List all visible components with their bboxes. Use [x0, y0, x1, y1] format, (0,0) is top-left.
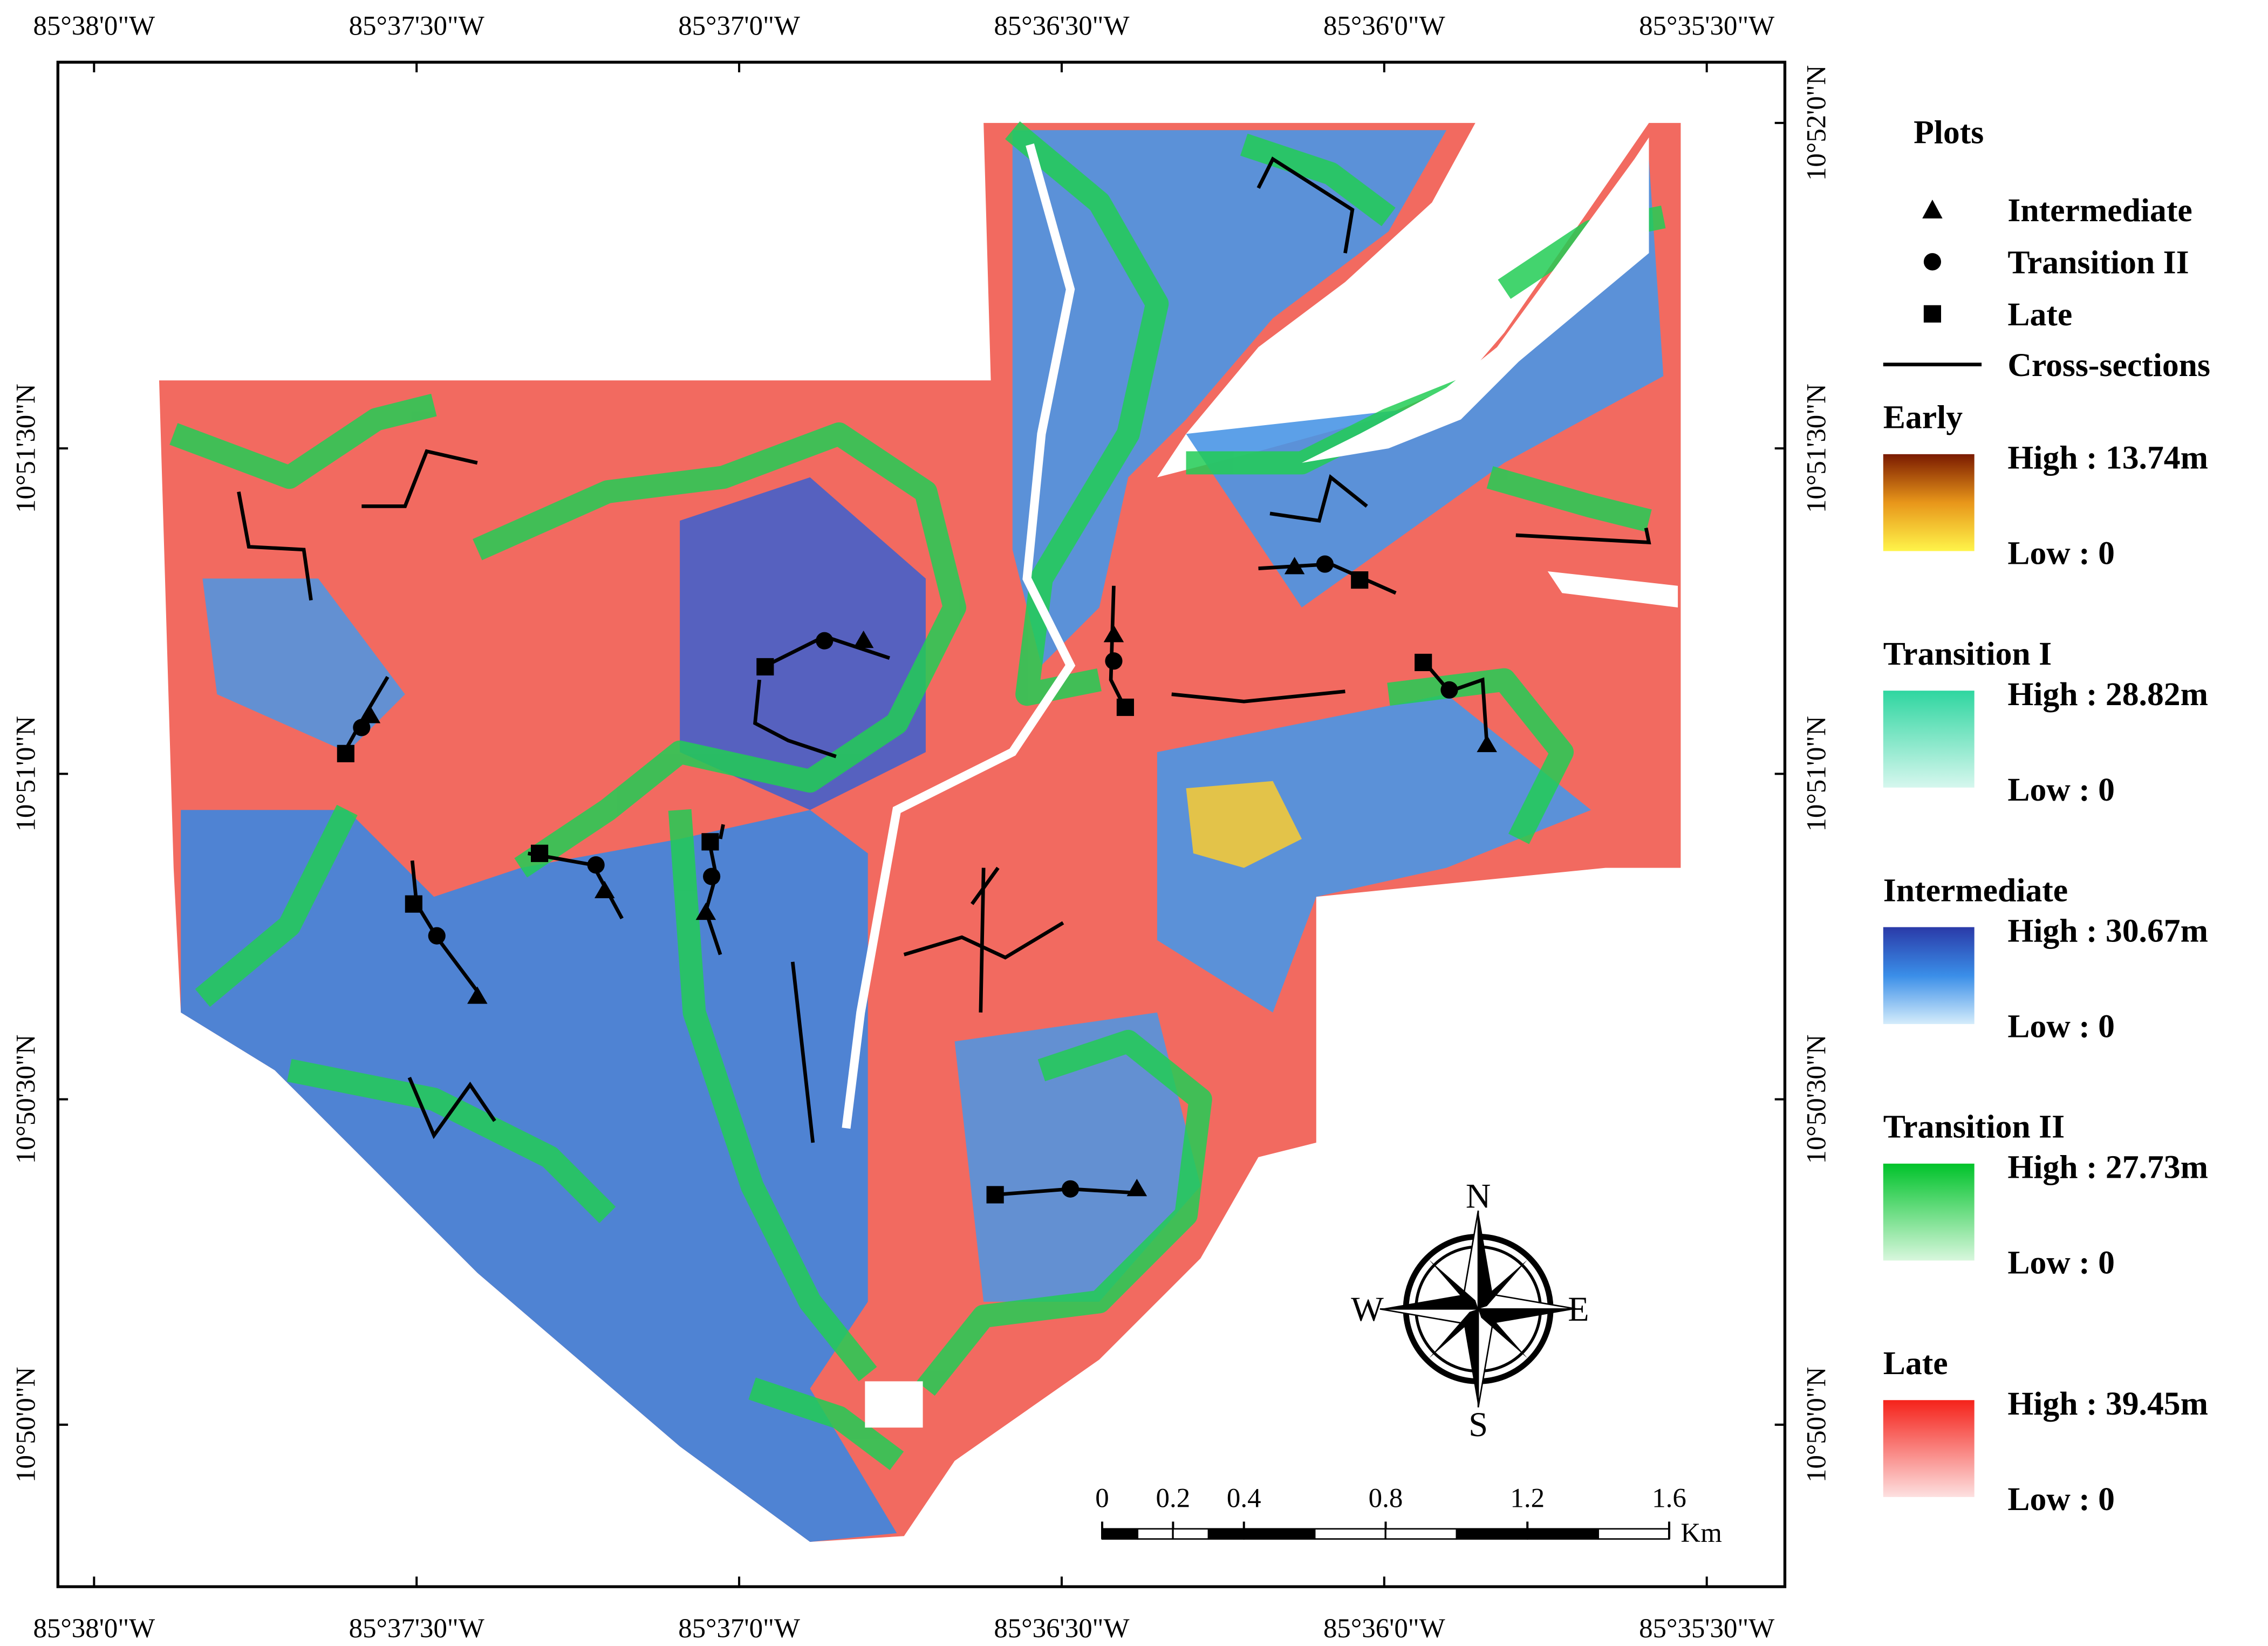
- legend-high: High : 27.73m: [2007, 1149, 2208, 1186]
- legend-ramp-title: Late: [1883, 1345, 1948, 1382]
- legend-low: Low : 0: [2007, 1245, 2115, 1281]
- scale-segment: [1243, 1528, 1316, 1540]
- longitude-label: 85°37'30"W: [349, 11, 484, 41]
- latitude-label: 10°51'30"N: [11, 384, 41, 513]
- longitude-label: 85°36'0"W: [1323, 11, 1445, 41]
- scale-segment: [1456, 1528, 1528, 1540]
- longitude-label: 85°37'30"W: [349, 1614, 484, 1644]
- latitude-label: 10°50'30"N: [1802, 1035, 1832, 1164]
- latitude-label: 10°52'0"N: [1802, 65, 1832, 181]
- legend: Plots Cross-sections Intermediate Transit…: [1883, 114, 2210, 1518]
- scale-label: 0.8: [1369, 1484, 1403, 1514]
- legend-high: High : 30.67m: [2007, 912, 2208, 949]
- scale-segment: [1314, 1528, 1386, 1540]
- latitude-label: 10°50'0"N: [11, 1367, 41, 1483]
- longitude-label: 85°36'30"W: [994, 1614, 1129, 1644]
- legend-ramp: [1883, 1400, 1975, 1497]
- longitude-label: 85°38'0"W: [33, 1614, 155, 1644]
- legend-high: High : 13.74m: [2007, 440, 2208, 476]
- legend-label: Cross-sections: [2007, 347, 2210, 384]
- legend-symbol: [1923, 305, 1942, 323]
- latitude-label: 10°51'0"N: [11, 716, 41, 831]
- legend-label: Late: [2007, 296, 2072, 333]
- scale-segment: [1526, 1528, 1599, 1540]
- scale-segment: [1385, 1528, 1458, 1540]
- latitude-label: 10°50'0"N: [1802, 1367, 1832, 1483]
- legend-low: Low : 0: [2007, 535, 2115, 572]
- legend-label: Transition II: [2007, 244, 2189, 281]
- scale-label: 1.2: [1510, 1484, 1545, 1514]
- compass-label: W: [1351, 1290, 1384, 1328]
- latitude-label: 10°51'30"N: [1802, 384, 1832, 513]
- scale-unit: Km: [1680, 1518, 1722, 1548]
- longitude-label: 85°35'30"W: [1639, 1614, 1774, 1644]
- legend-ramp-title: Early: [1883, 399, 1963, 436]
- longitude-label: 85°38'0"W: [33, 11, 155, 41]
- longitude-label: 85°36'30"W: [994, 11, 1129, 41]
- north-arrow: N S E W: [1351, 1177, 1589, 1444]
- map-frame: [56, 60, 1787, 1588]
- compass-label: S: [1468, 1405, 1488, 1444]
- legend-title: Plots: [1914, 114, 1984, 151]
- legend-ramp: [1883, 1163, 1975, 1261]
- legend-low: Low : 0: [2007, 771, 2115, 808]
- legend-ramp: [1883, 454, 1975, 551]
- scale-segment: [1101, 1528, 1139, 1540]
- longitude-label: 85°36'0"W: [1323, 1614, 1445, 1644]
- legend-ramp-title: Intermediate: [1883, 872, 2068, 909]
- scale-label: 0.4: [1227, 1484, 1261, 1514]
- scale-label: 1.6: [1652, 1484, 1686, 1514]
- legend-low: Low : 0: [2007, 1008, 2115, 1044]
- legend-high: High : 39.45m: [2007, 1385, 2208, 1422]
- longitude-label: 85°37'0"W: [678, 11, 800, 41]
- legend-ramp-title: Transition II: [1883, 1109, 2065, 1145]
- map-area: [159, 121, 1681, 1542]
- legend-high: High : 28.82m: [2007, 676, 2208, 713]
- legend-ramp-title: Transition I: [1883, 636, 2052, 672]
- compass-label: E: [1568, 1290, 1589, 1328]
- longitude-label: 85°35'30"W: [1639, 11, 1774, 41]
- longitude-label: 85°37'0"W: [678, 1614, 800, 1644]
- legend-label: Intermediate: [2007, 192, 2192, 229]
- scale-segment: [1137, 1528, 1174, 1540]
- scale-label: 0.2: [1156, 1484, 1191, 1514]
- legend-ramp: [1883, 927, 1975, 1025]
- scale-segment: [1207, 1528, 1245, 1540]
- compass-label: N: [1466, 1177, 1491, 1215]
- legend-symbol: [1922, 199, 1943, 218]
- latitude-label: 10°51'0"N: [1802, 716, 1832, 831]
- legend-ramp: [1883, 691, 1975, 788]
- legend-low: Low : 0: [2007, 1481, 2115, 1518]
- scale-segment: [1597, 1528, 1670, 1540]
- scale-label: 0: [1095, 1484, 1109, 1514]
- legend-symbol: [1923, 253, 1942, 271]
- scale-segment: [1172, 1528, 1210, 1540]
- latitude-label: 10°50'30"N: [11, 1035, 41, 1164]
